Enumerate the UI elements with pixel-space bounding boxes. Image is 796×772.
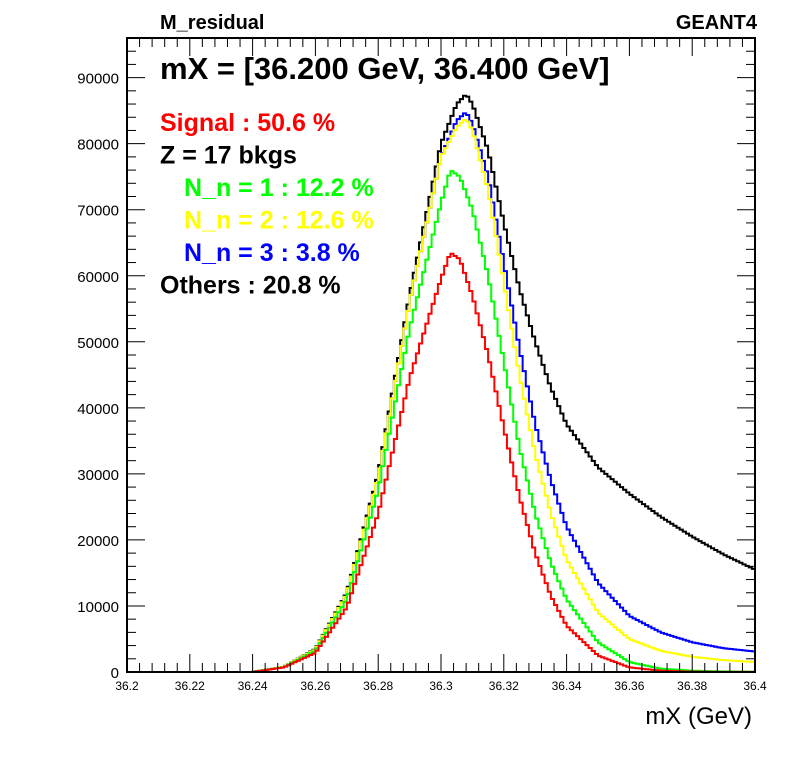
x-tick-label: 36.3 <box>429 679 453 693</box>
legend-entry: Others : 20.8 % <box>160 272 341 300</box>
series-layer <box>127 94 755 673</box>
y-tick-label: 10000 <box>77 599 119 616</box>
header-right: GEANT4 <box>676 12 758 34</box>
y-tick-label: 80000 <box>77 137 119 154</box>
y-tick-label: 70000 <box>77 203 119 220</box>
y-tick-label: 60000 <box>77 269 119 286</box>
x-tick-label: 36.32 <box>489 679 519 693</box>
x-tick-label: 36.2 <box>115 679 139 693</box>
legend-entry: N_n = 3 : 3.8 % <box>184 239 360 267</box>
x-tick-label: 36.28 <box>363 679 393 693</box>
header-left: M_residual <box>160 12 264 34</box>
x-tick-label: 36.38 <box>677 679 707 693</box>
legend-entry: N_n = 2 : 12.6 % <box>184 207 374 235</box>
x-tick-label: 36.4 <box>743 679 767 693</box>
y-tick-label: 40000 <box>77 401 119 418</box>
series-line-5 <box>127 252 755 673</box>
legend-layer: Signal : 50.6 % Z = 17 bkgs N_n = 1 : 12.2… <box>160 109 374 300</box>
legend-entry: Z = 17 bkgs <box>160 142 297 170</box>
axis-layer: 36.2 36.22 36.24 36.26 36.28 36.3 36.32 36.34 36… <box>77 37 767 693</box>
x-tick-label: 36.26 <box>300 679 330 693</box>
x-tick-label: 36.34 <box>552 679 582 693</box>
x-tick-label: 36.22 <box>175 679 205 693</box>
legend-entry: Signal : 50.6 % <box>160 109 335 137</box>
legend-entry: N_n = 1 : 12.2 % <box>184 174 374 202</box>
y-tick-label: 50000 <box>77 335 119 352</box>
x-axis-label: mX (GeV) <box>645 703 752 730</box>
x-tick-label: 36.24 <box>238 679 268 693</box>
x-tick-label: 36.36 <box>614 679 644 693</box>
y-tick-label: 20000 <box>77 533 119 550</box>
chart-title: mX = [36.200 GeV, 36.400 GeV] <box>160 51 610 86</box>
y-tick-label: 90000 <box>77 71 119 88</box>
y-tick-label: 30000 <box>77 467 119 484</box>
y-tick-label: 0 <box>111 665 119 682</box>
